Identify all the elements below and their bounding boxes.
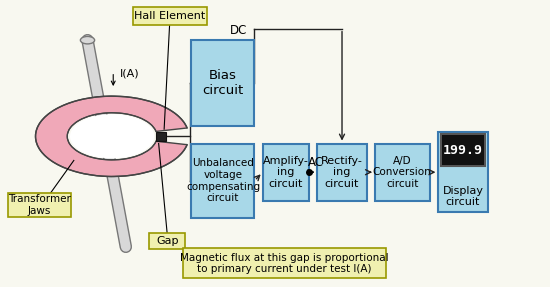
FancyBboxPatch shape (263, 144, 309, 201)
Text: Magnetic flux at this gap is proportional
to primary current under test I(A): Magnetic flux at this gap is proportiona… (180, 253, 389, 274)
FancyBboxPatch shape (191, 40, 255, 126)
Text: DC: DC (230, 24, 247, 37)
Text: Amplify-
ing
circuit: Amplify- ing circuit (263, 156, 309, 189)
FancyBboxPatch shape (191, 144, 255, 218)
FancyBboxPatch shape (8, 193, 71, 218)
Circle shape (80, 36, 95, 44)
Text: AC: AC (308, 156, 324, 169)
FancyBboxPatch shape (133, 7, 207, 25)
Text: Transformer
Jaws: Transformer Jaws (8, 194, 71, 216)
FancyBboxPatch shape (317, 144, 367, 201)
Circle shape (70, 114, 155, 158)
FancyBboxPatch shape (442, 135, 484, 165)
Text: A/D
Conversion
circuit: A/D Conversion circuit (373, 156, 432, 189)
FancyBboxPatch shape (150, 233, 185, 249)
Text: Unbalanced
voltage
compensating
circuit: Unbalanced voltage compensating circuit (186, 158, 260, 203)
Text: 199.9: 199.9 (443, 144, 483, 157)
FancyBboxPatch shape (438, 132, 488, 212)
FancyBboxPatch shape (183, 248, 386, 278)
FancyBboxPatch shape (156, 132, 166, 141)
FancyBboxPatch shape (441, 134, 486, 166)
Text: Rectify-
ing
circuit: Rectify- ing circuit (321, 156, 363, 189)
Text: Bias
circuit: Bias circuit (202, 69, 244, 97)
FancyBboxPatch shape (375, 144, 430, 201)
Text: Display
circuit: Display circuit (442, 185, 483, 207)
Text: Gap: Gap (156, 236, 178, 246)
Text: Hall Element: Hall Element (134, 11, 205, 21)
Wedge shape (36, 96, 187, 177)
Text: I(A): I(A) (120, 68, 140, 78)
